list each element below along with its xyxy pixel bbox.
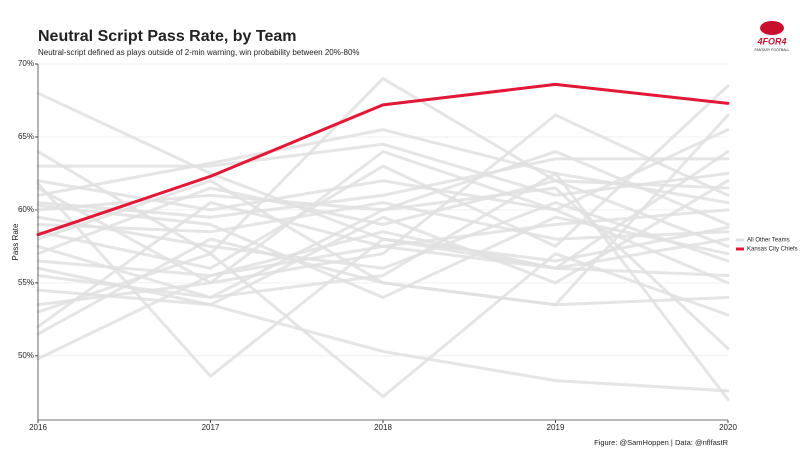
series-line: [36, 179, 730, 256]
series-line: [36, 82, 730, 237]
series-line: [36, 113, 730, 307]
logo-ball: [760, 21, 784, 35]
series-line: [36, 157, 730, 219]
series-line: [36, 288, 730, 393]
x-tick-label: 2017: [202, 423, 220, 432]
series-line: [36, 201, 730, 241]
x-tick-label: 2016: [29, 423, 47, 432]
series-line: [36, 113, 730, 285]
logo-subtitle: FANTASY FOOTBALL: [755, 48, 790, 52]
series-line: [36, 142, 730, 197]
y-tick-label: 55%: [18, 278, 34, 287]
series-line: [36, 252, 730, 399]
chart-subtitle: Neutral-script defined as plays outside …: [38, 48, 360, 57]
x-tick-label: 2019: [547, 423, 565, 432]
series-line: [36, 84, 730, 270]
y-tick-label: 50%: [18, 351, 34, 360]
logo-text: 4FOR4: [756, 36, 786, 46]
series-line: [36, 204, 730, 299]
legend-label: All Other Teams: [747, 238, 790, 244]
chart-title: Neutral Script Pass Rate, by Team: [38, 28, 296, 45]
series-line: [36, 208, 730, 361]
series-line: [36, 201, 730, 270]
series-line: [36, 182, 730, 378]
logo: 4FOR4 FANTASY FOOTBALL: [755, 21, 790, 52]
y-tick-label: 60%: [18, 205, 34, 214]
y-tick-label: 65%: [18, 132, 34, 141]
x-tick-label: 2018: [374, 423, 392, 432]
legend-label: Kansas City Chiefs: [747, 247, 798, 253]
x-tick-label: 2020: [719, 423, 737, 432]
caption: Figure: @SamHoppen | Data: @nflfastR: [594, 438, 728, 447]
y-axis-label: Pass Rate: [11, 223, 20, 260]
series-line: [36, 150, 730, 307]
y-tick-label: 70%: [18, 59, 34, 68]
